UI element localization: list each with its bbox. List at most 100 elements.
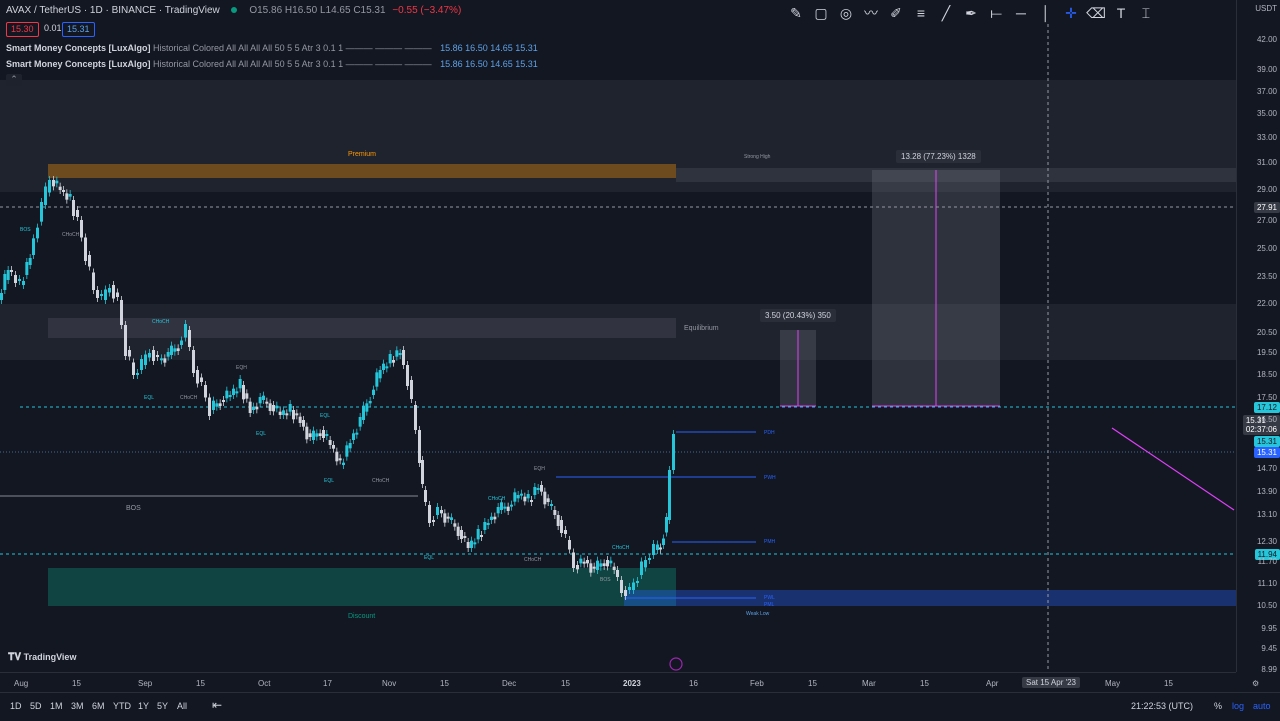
candle [432,520,435,522]
text-icon[interactable]: T [1116,5,1126,21]
candle [652,544,655,555]
candle [338,458,342,461]
price-tick-label: 18.50 [1256,370,1277,379]
price-tick-label: 29.00 [1256,185,1277,194]
candle [232,388,235,395]
candle [218,403,222,406]
candle [322,430,325,438]
candle [0,293,3,300]
date-range-icon[interactable]: ⇤ [212,698,223,712]
indicator-legend-1[interactable]: Smart Money Concepts [LuxAlgo] Historica… [6,43,538,53]
candle [358,417,362,427]
legend-collapse-icon[interactable]: ⌃ [6,74,22,86]
eraser-icon[interactable]: ⌫ [1086,5,1106,21]
candle [295,413,299,416]
ohlc-values: O15.86 H16.50 L14.65 C15.31 [249,5,386,16]
indicator-title[interactable]: Smart Money Concepts [LuxAlgo] [6,43,151,53]
eqh-label: EQH [236,365,247,371]
buy-button[interactable]: 15.31 [62,22,95,37]
change-value: −0.55 (−3.47%) [392,5,462,16]
price-range-icon[interactable]: ⌶ [1141,5,1151,21]
candle [656,544,659,550]
auto-toggle[interactable]: auto [1253,701,1271,711]
symbol-title[interactable]: AVAX / TetherUS · 1D · BINANCE · Trading… [6,5,220,16]
candle [568,540,571,550]
vertical-line-icon[interactable]: │ [1041,5,1051,21]
candle [473,542,477,545]
circle-icon[interactable]: ◎ [839,5,853,21]
premium-zone-bg [0,80,1236,192]
candle [392,360,395,363]
range-button-1m[interactable]: 1M [50,701,63,711]
candle [228,395,232,397]
candle [443,513,447,523]
range-button-5d[interactable]: 5D [30,701,42,711]
clock-display[interactable]: 21:22:53 (UTC) [1131,701,1194,711]
pwl-label: PWL [764,595,775,601]
candle [616,570,619,577]
candle [188,330,191,347]
sell-button[interactable]: 15.30 [6,22,39,37]
time-axis[interactable]: Sat 15 Apr '23 Aug 15 Sep 15 Oct 17 Nov 15 Dec 15… [0,672,1259,693]
symbol-header[interactable]: AVAX / TetherUS · 1D · BINANCE · Trading… [6,5,461,16]
candle [80,220,83,238]
tradingview-logo: 𝐓𝐕 TradingView [8,652,77,663]
candle [609,560,613,564]
log-toggle[interactable]: log [1232,701,1245,711]
measure-label-small[interactable]: 3.50 (20.43%) 350 [760,309,836,322]
candle [355,432,359,435]
range-button-3m[interactable]: 3M [71,701,84,711]
time-tick-label: 15 [440,679,449,688]
price-tick-label: 31.00 [1256,158,1277,167]
candle [10,270,13,272]
horizontal-line-icon[interactable]: ─ [1016,5,1026,21]
candle [48,180,51,193]
price-chart[interactable] [0,0,1236,672]
brush-tool-icon[interactable]: ✒ [965,5,977,21]
rectangle-icon[interactable]: ▢ [814,5,828,21]
candle [530,500,533,502]
path-icon[interactable]: 〰 [864,5,878,21]
chart-pane[interactable]: Premium Discount Equilibrium Strong High… [0,0,1236,672]
candle [255,406,259,410]
settings-gear-icon[interactable]: ⚙ [1252,679,1260,688]
pencil-icon[interactable]: ✐ [890,5,902,21]
range-button-5y[interactable]: 5Y [157,701,169,711]
range-button-1d[interactable]: 1D [10,701,22,711]
trend-line-icon[interactable]: ╱ [941,5,951,21]
range-button-1y[interactable]: 1Y [138,701,150,711]
candle [414,405,417,430]
candle [486,523,490,525]
candle [262,395,265,400]
horizontal-ray-icon[interactable]: ⟝ [990,5,1002,21]
candle [398,353,402,355]
measure-label-big[interactable]: 13.28 (77.23%) 1328 [896,150,981,163]
candle [170,345,173,355]
range-button-ytd[interactable]: YTD [113,701,131,711]
candle [180,340,183,345]
premium-order-block [48,164,676,178]
range-button-6m[interactable]: 6M [92,701,105,711]
candle [308,433,312,437]
candle [352,433,355,440]
bos-label-small: BOS [20,227,31,233]
price-axis[interactable]: USDT 27.91 17.12 15.31 02:37:06 15.31 15.… [1236,0,1280,674]
price-tick-label: 35.00 [1256,109,1277,118]
fib-icon[interactable]: ≡ [916,5,926,21]
premium-label: Premium [348,151,377,158]
price-tick-label: 39.00 [1256,65,1277,74]
indicator-title[interactable]: Smart Money Concepts [LuxAlgo] [6,59,151,69]
candle [72,200,75,216]
pdh-label: PDH [764,430,775,436]
price-tick-label: 12.30 [1256,537,1277,546]
time-tick-label: Mar [862,679,876,688]
candle [493,516,497,520]
indicator-legend-2[interactable]: Smart Money Concepts [LuxAlgo] Historica… [6,59,538,69]
brush-icon[interactable]: ✎ [790,5,802,21]
crosshair-icon[interactable]: ✛ [1065,5,1077,21]
range-button-all[interactable]: All [177,701,188,711]
percent-toggle[interactable]: % [1214,701,1223,711]
currency-label[interactable]: USDT [1255,4,1277,13]
candle [222,400,225,402]
candle [586,560,589,564]
